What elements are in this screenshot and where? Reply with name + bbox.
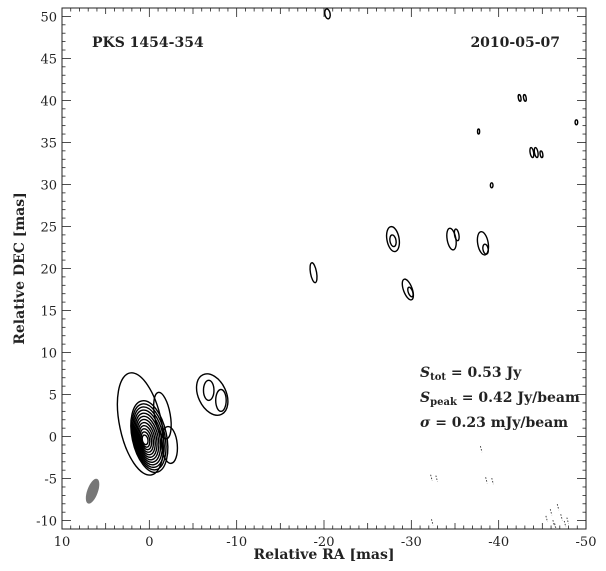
jet-contour bbox=[389, 234, 397, 248]
jet-contour bbox=[309, 262, 318, 284]
source-contours bbox=[116, 8, 579, 476]
plot-frame bbox=[61, 7, 587, 530]
jet-contour bbox=[160, 425, 179, 465]
negative-contour bbox=[563, 520, 567, 528]
y-tick-label: 15 bbox=[40, 305, 57, 320]
x-tick-label: -10 bbox=[226, 535, 247, 550]
y-axis-title: Relative DEC [mas] bbox=[12, 192, 28, 344]
x-tick-label: -40 bbox=[488, 535, 509, 550]
y-tick-label: 25 bbox=[40, 220, 57, 235]
negative-contour bbox=[552, 520, 555, 527]
jet-contour bbox=[482, 243, 489, 255]
y-tick-label: 35 bbox=[40, 136, 57, 151]
y-tick-label: 30 bbox=[40, 178, 57, 193]
peak-flux-label: Speak = 0.42 Jy/beam bbox=[420, 390, 580, 408]
x-tick-label: 0 bbox=[145, 535, 153, 550]
core-contour bbox=[140, 431, 151, 448]
y-tick-label: -5 bbox=[44, 473, 57, 488]
y-tick-label: 40 bbox=[40, 94, 57, 109]
jet-contour bbox=[539, 150, 544, 159]
jet-contour bbox=[324, 8, 331, 20]
jet-contour bbox=[152, 391, 172, 440]
jet-contour bbox=[517, 93, 522, 102]
core-contour bbox=[134, 412, 162, 463]
negative-contour bbox=[485, 477, 488, 484]
negative-contour bbox=[566, 517, 569, 524]
jet-contour bbox=[195, 373, 229, 416]
negative-contour bbox=[556, 504, 560, 511]
jet-contour bbox=[476, 128, 481, 135]
negative-contour bbox=[435, 475, 438, 482]
y-tick-label: 20 bbox=[40, 263, 57, 278]
negative-contour bbox=[479, 446, 483, 453]
core-contour bbox=[139, 428, 153, 451]
y-tick-label: 10 bbox=[40, 347, 57, 362]
epoch-date-label: 2010-05-07 bbox=[470, 35, 560, 51]
noise-sigma-label: σ = 0.23 mJy/beam bbox=[420, 415, 568, 431]
beam-ellipse bbox=[85, 478, 100, 504]
jet-contour bbox=[476, 230, 490, 256]
x-tick-label: -30 bbox=[401, 535, 422, 550]
jet-contour bbox=[215, 388, 227, 413]
y-tick-label: 5 bbox=[49, 389, 57, 404]
core-contour bbox=[136, 418, 158, 458]
jet-contour bbox=[401, 278, 415, 301]
y-tick-labels: -10 -5 0 5 10 15 20 25 30 35 40 45 50 bbox=[36, 10, 57, 529]
jet-contour bbox=[407, 286, 414, 298]
negative-contour bbox=[549, 509, 553, 516]
core-contour bbox=[138, 424, 155, 453]
negative-contour bbox=[560, 514, 563, 521]
negative-contour bbox=[545, 515, 548, 523]
y-tick-label: 50 bbox=[40, 10, 57, 25]
core-contour bbox=[131, 403, 167, 471]
x-tick-label: 10 bbox=[54, 535, 71, 550]
negative-contours bbox=[430, 446, 569, 530]
jet-contour bbox=[489, 182, 494, 189]
x-tick-label: -50 bbox=[576, 535, 597, 550]
restoring-beam bbox=[85, 478, 100, 504]
x-axis-title: Relative RA [mas] bbox=[253, 547, 394, 563]
core-contour bbox=[141, 434, 149, 446]
jet-contour bbox=[533, 146, 539, 159]
jet-contour bbox=[453, 228, 460, 242]
negative-contour bbox=[430, 474, 433, 481]
y-tick-label: 0 bbox=[49, 431, 57, 446]
x-tick-label: -20 bbox=[314, 535, 335, 550]
core-contour bbox=[135, 415, 160, 461]
core-contour bbox=[137, 421, 156, 456]
jet-contour bbox=[385, 225, 401, 253]
source-name-label: PKS 1454-354 bbox=[92, 35, 204, 51]
y-tick-label: 45 bbox=[40, 52, 57, 67]
jet-contour bbox=[522, 93, 527, 102]
jet-contour bbox=[529, 146, 535, 159]
jet-contour bbox=[202, 379, 215, 402]
jet-contour bbox=[574, 119, 579, 126]
jet-contour bbox=[116, 372, 165, 476]
negative-contour bbox=[431, 519, 434, 526]
x-tick-labels: 10 0 -10 -20 -30 -40 -50 bbox=[54, 535, 597, 550]
negative-contour bbox=[491, 477, 494, 485]
negative-contour bbox=[554, 523, 557, 530]
y-tick-label: -10 bbox=[36, 515, 57, 530]
total-flux-label: Stot = 0.53 Jy bbox=[420, 365, 522, 383]
